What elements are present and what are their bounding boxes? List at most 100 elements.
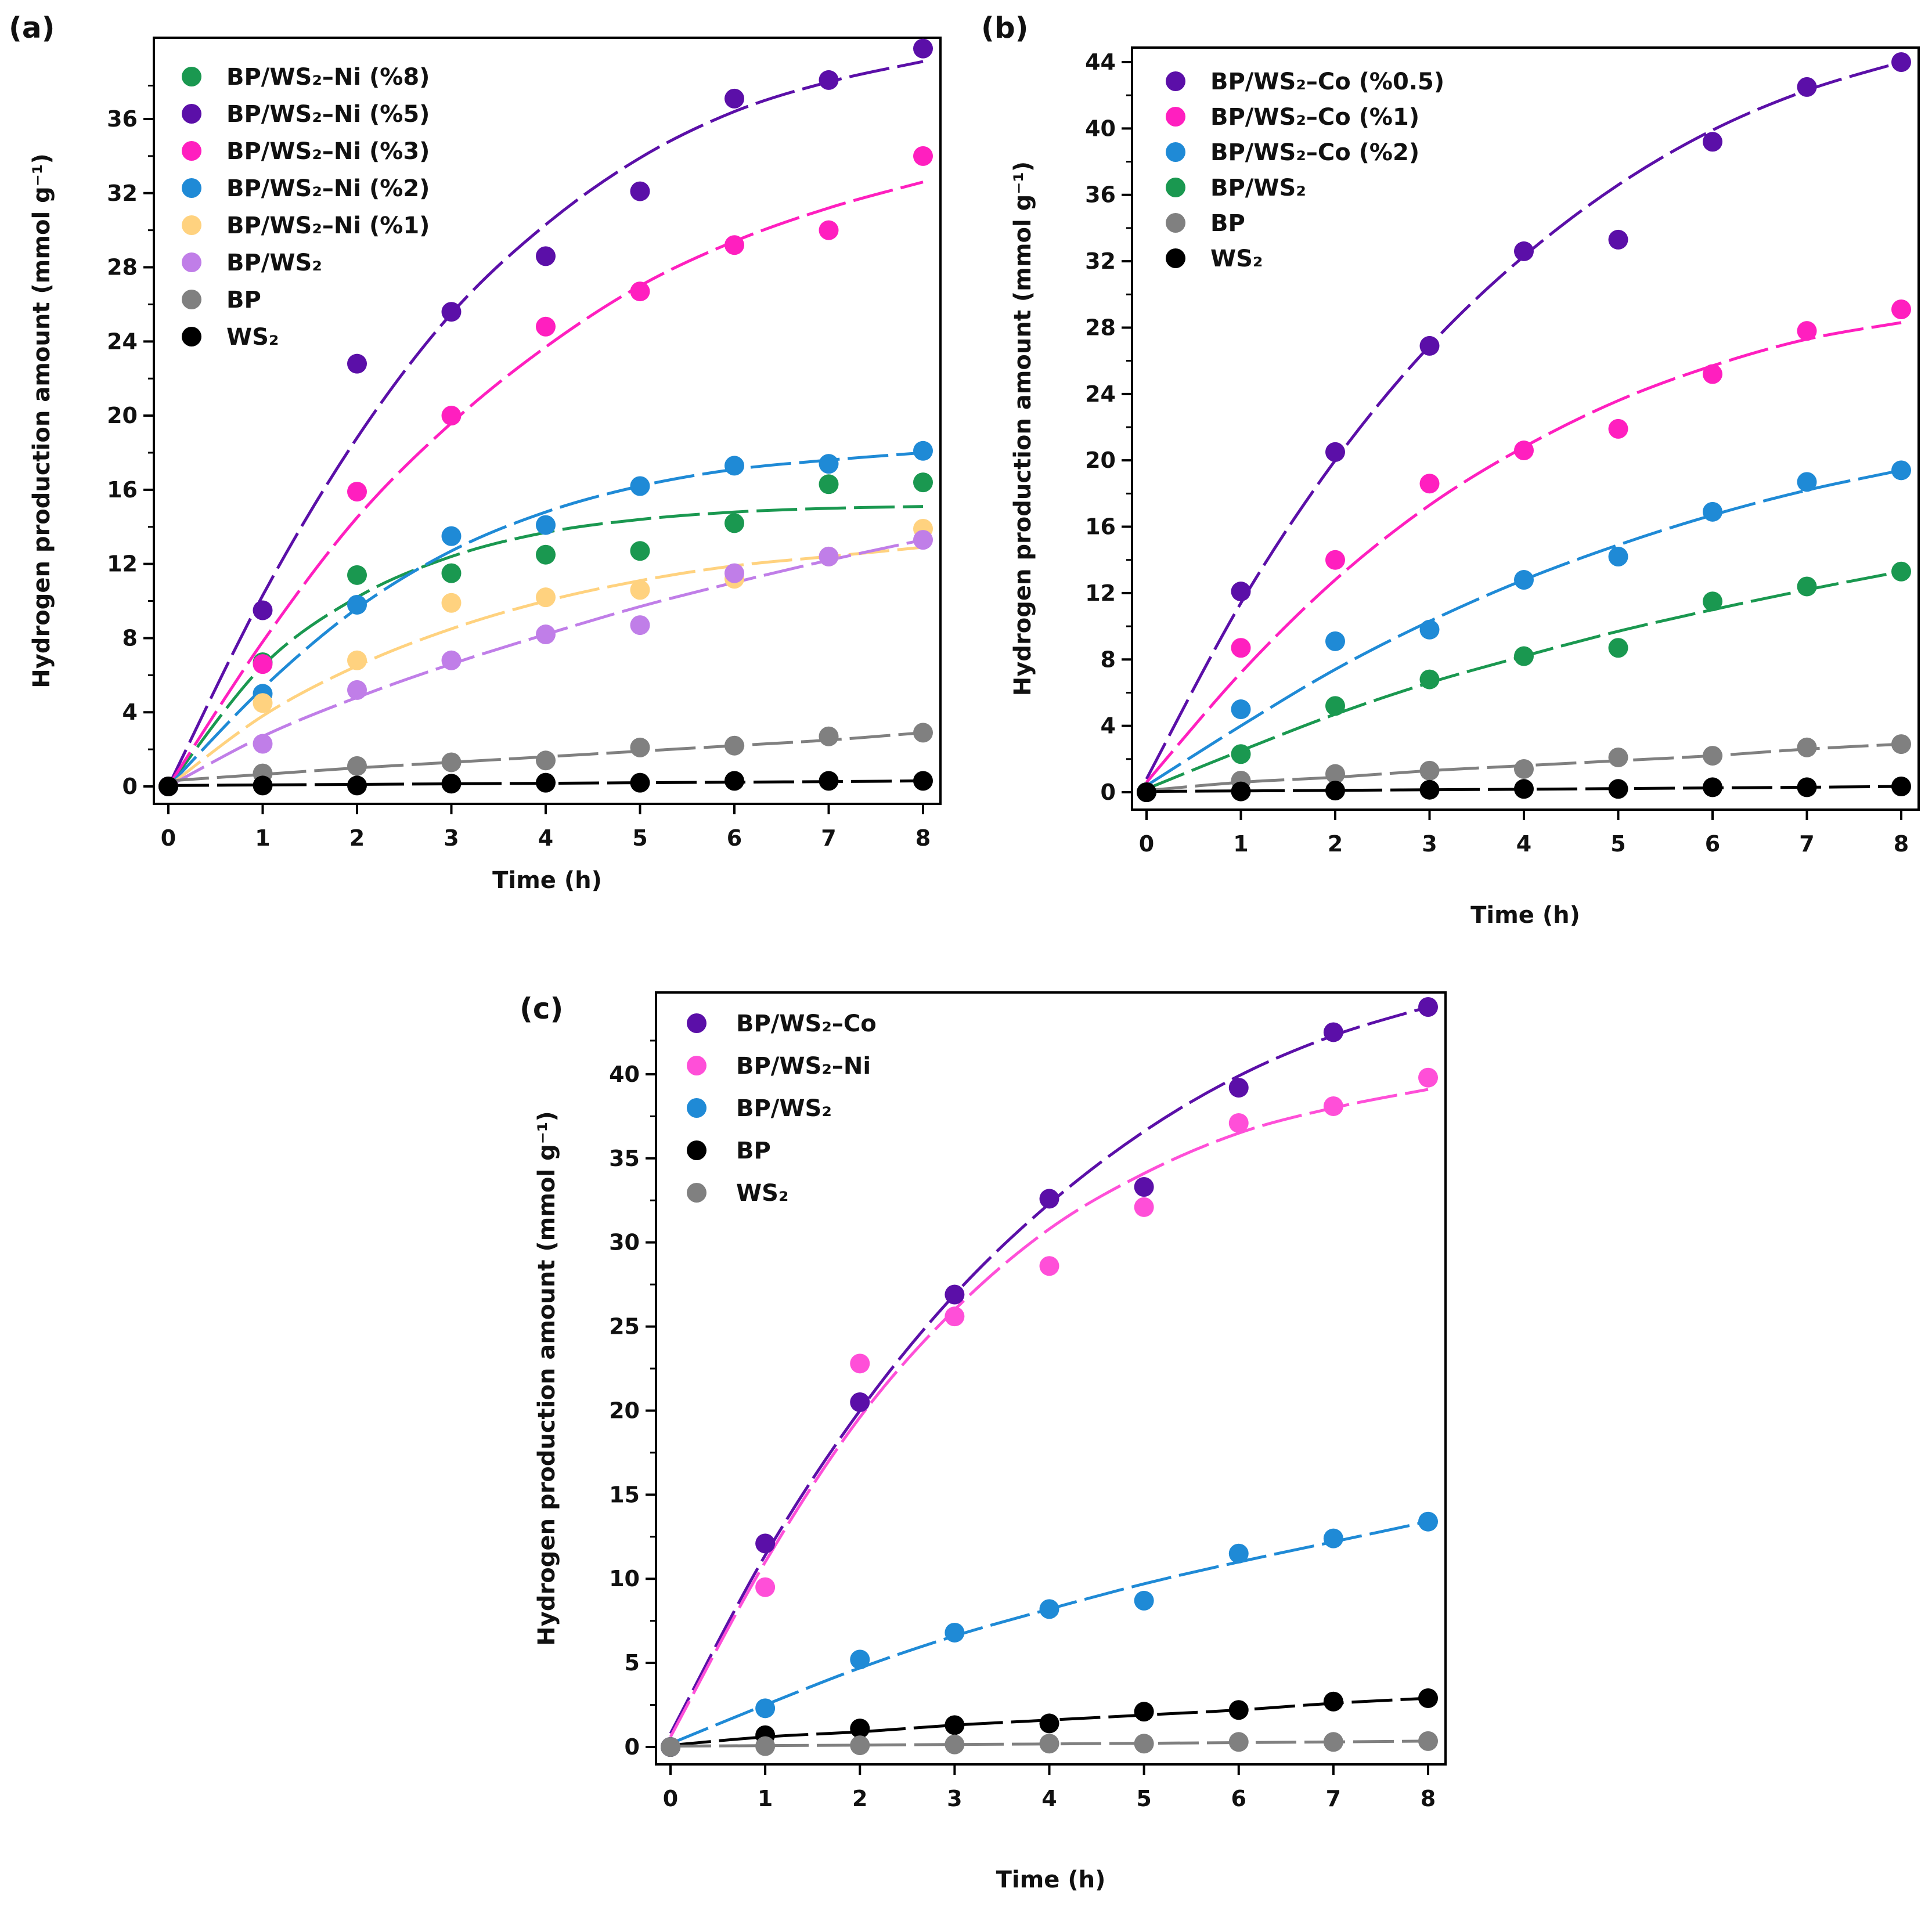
data-point-4 [755,1736,776,1756]
legend-label: BP/WS₂–Ni (%3) [226,138,430,165]
data-point-4 [1703,746,1722,766]
fit-curve-1 [669,1088,1429,1738]
legend-label: BP/WS₂–Ni (%5) [226,101,430,128]
legend-label: BP [226,287,261,313]
data-point-1 [755,1577,776,1597]
data-point-0 [347,565,367,585]
fit-curve-5 [167,538,924,788]
y-axis-title: Hydrogen production amount (mmol g⁻¹) [28,153,55,688]
data-point-1 [630,181,650,201]
data-point-4 [1514,759,1534,779]
data-point-1 [1608,418,1628,439]
data-point-4 [630,580,650,600]
data-point-6 [724,735,744,756]
data-point-4 [661,1737,680,1757]
data-point-0 [1228,1078,1249,1098]
y-tick-label: 25 [609,1314,640,1340]
data-point-5 [1231,781,1251,802]
data-point-2 [819,220,839,240]
x-tick-label: 0 [161,825,176,851]
data-point-3 [441,526,462,546]
y-tick-label: 0 [122,774,138,799]
data-point-0 [441,563,462,583]
data-point-3 [1608,638,1628,658]
data-point-1 [1134,1197,1154,1217]
data-point-7 [253,775,273,796]
legend-marker [182,178,201,198]
data-point-6 [819,726,839,746]
legend-label: BP/WS₂–Co (%0.5) [1210,68,1444,95]
data-point-2 [1514,570,1534,590]
data-point-3 [1891,561,1911,582]
data-point-1 [253,600,273,620]
legend-marker [687,1056,707,1075]
legend-marker [687,1140,707,1160]
fit-curve-1 [167,60,924,788]
data-point-4 [1419,760,1440,781]
data-point-4 [945,1734,965,1755]
data-point-2 [347,482,367,502]
data-point-4 [347,650,367,670]
plot-frame [655,991,1447,1766]
data-point-7 [441,774,462,794]
data-point-2 [1325,631,1345,651]
data-point-0 [1608,229,1628,250]
x-tick-label: 1 [1233,831,1248,857]
data-point-4 [253,693,273,713]
legend-label: BP/WS₂–Ni [736,1053,871,1080]
y-tick-label: 20 [107,403,138,428]
data-point-5 [1137,782,1156,802]
x-axis-title: Time (h) [492,867,602,894]
data-point-0 [724,513,744,533]
data-point-1 [819,70,839,90]
data-point-3 [850,1719,870,1739]
data-point-5 [536,624,556,645]
data-point-0 [913,472,933,493]
x-tick-label: 8 [915,825,931,851]
legend-label: WS₂ [226,324,279,351]
data-point-2 [724,235,744,255]
legend-label: WS₂ [1210,246,1263,272]
data-point-1 [1039,1256,1059,1276]
fit-curve-0 [1145,60,1902,780]
data-point-0 [630,541,650,561]
data-point-3 [913,441,933,461]
data-point-6 [347,756,367,776]
x-tick-label: 4 [538,825,553,851]
data-point-2 [850,1649,870,1670]
data-point-3 [536,515,556,535]
data-point-3 [1228,1700,1249,1720]
data-point-0 [1325,442,1345,462]
legend-marker [1166,213,1185,233]
data-point-5 [347,680,367,700]
legend-marker [182,215,201,235]
data-point-0 [1891,52,1911,72]
data-point-2 [1231,699,1251,720]
fit-curve-2 [1145,468,1902,787]
data-point-0 [1703,132,1722,152]
data-point-4 [1418,1731,1438,1751]
data-point-3 [630,476,650,496]
panel-c: (c) 0 5 10 15 20 25 30 35 40 0 1 2 3 4 5 6 7 8 Time (h) Hydr… [520,991,1447,1893]
data-point-3 [1231,744,1251,764]
data-point-4 [1891,734,1911,755]
data-point-5 [819,546,839,566]
data-point-5 [724,563,744,583]
y-tick-label: 15 [609,1482,640,1507]
data-point-1 [850,1353,870,1374]
x-tick-label: 8 [1421,1786,1436,1811]
data-point-1 [1231,638,1251,658]
data-point-1 [347,353,367,374]
data-point-2 [536,316,556,337]
data-point-2 [1703,501,1722,522]
data-point-6 [630,737,650,757]
data-point-4 [1325,764,1345,784]
legend-label: BP/WS₂–Ni (%1) [226,212,430,239]
legend-marker [1166,142,1185,162]
data-point-2 [913,146,933,166]
legend-marker [687,1013,707,1033]
data-point-0 [850,1392,870,1412]
data-point-2 [1418,1511,1438,1532]
